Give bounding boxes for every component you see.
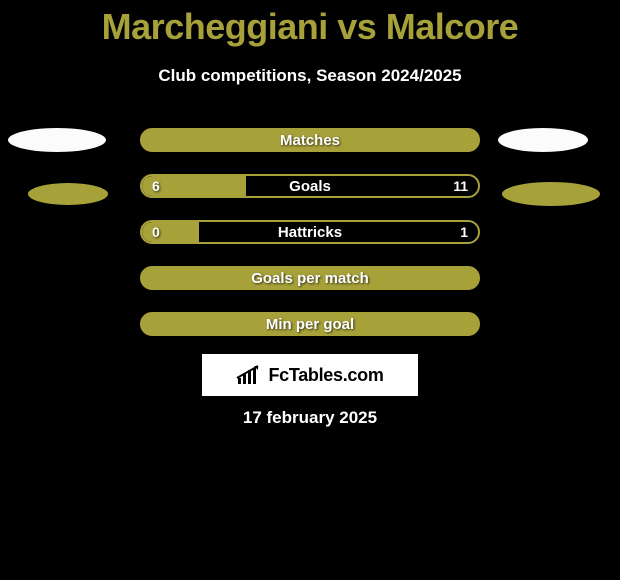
stat-bar-matches: Matches (140, 128, 480, 152)
stat-bar-fill-min-per-goal (142, 314, 478, 334)
stat-bar-fill-goals-per-match (142, 268, 478, 288)
stat-bar-fill-matches (142, 130, 478, 150)
stat-right-value-goals: 11 (453, 176, 468, 196)
stat-right-value-hattricks: 1 (460, 222, 468, 242)
subtitle: Club competitions, Season 2024/2025 (0, 66, 620, 86)
stat-bar-min-per-goal: Min per goal (140, 312, 480, 336)
chart-arrow-icon (236, 364, 262, 386)
left-bottom-ellipse (28, 183, 108, 205)
stat-bar-hattricks: Hattricks01 (140, 220, 480, 244)
left-top-ellipse (8, 128, 106, 152)
logo-text: FcTables.com (268, 365, 383, 386)
right-bottom-ellipse (502, 182, 600, 206)
right-top-ellipse (498, 128, 588, 152)
stat-bar-goals: Goals611 (140, 174, 480, 198)
stat-bar-fill-goals (142, 176, 246, 196)
date-label: 17 february 2025 (0, 408, 620, 428)
stat-bar-goals-per-match: Goals per match (140, 266, 480, 290)
comparison-stage: Matches Goals611 Hattricks01 Goals per matc… (0, 114, 620, 374)
fctables-logo: FcTables.com (202, 354, 418, 396)
stat-bar-fill-hattricks (142, 222, 199, 242)
page-title: Marcheggiani vs Malcore (0, 0, 620, 48)
